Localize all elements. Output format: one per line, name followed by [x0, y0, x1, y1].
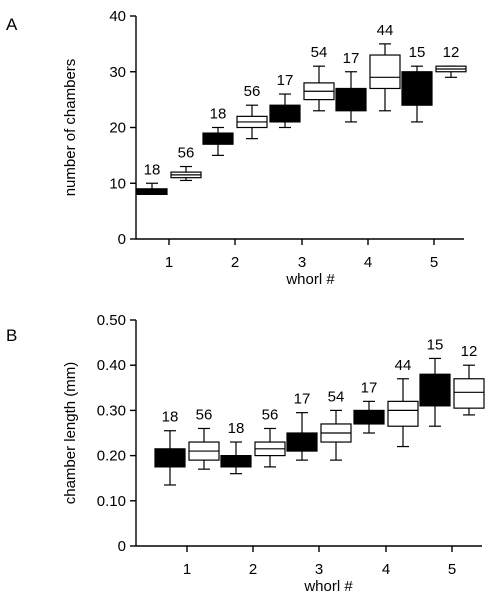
y-axis-title: number of chambers: [62, 59, 79, 197]
y-tick-label: 0.10: [97, 493, 126, 510]
count-label: 54: [311, 44, 328, 61]
box-5-dark: 15: [419, 336, 451, 427]
y-tick-label: 30: [109, 64, 126, 81]
box-body: [369, 54, 401, 90]
y-tick-label: 0.30: [97, 402, 126, 419]
y-tick-label: 0.40: [97, 357, 126, 374]
y-tick-label: 0.20: [97, 448, 126, 465]
x-tick-label: 1: [183, 561, 191, 578]
box-1-light: 56: [170, 145, 202, 182]
box-3-light: 54: [320, 388, 352, 461]
x-axis-title: whorl #: [303, 578, 353, 595]
y-tick-label: 0: [118, 538, 126, 555]
box-body: [353, 409, 385, 425]
box-1-dark: 18: [136, 161, 168, 195]
count-label: 12: [461, 343, 478, 360]
box-4-light: 44: [369, 22, 401, 112]
box-1-light: 56: [188, 406, 220, 470]
count-label: 54: [328, 388, 345, 405]
box-body: [269, 104, 301, 123]
count-label: 18: [162, 409, 179, 426]
count-label: 17: [361, 379, 378, 396]
y-axis-title: chamber length (mm): [62, 362, 79, 505]
count-label: 56: [178, 145, 195, 162]
count-label: 17: [294, 391, 311, 408]
x-tick-label: 4: [382, 561, 390, 578]
box-1-dark: 18: [154, 409, 186, 486]
x-tick-label: 4: [364, 254, 372, 271]
box-body: [419, 373, 451, 407]
y-tick-label: 0: [118, 231, 126, 248]
count-label: 44: [395, 357, 412, 374]
box-body: [286, 432, 318, 452]
box-4-light: 44: [387, 357, 419, 448]
box-4-dark: 17: [353, 379, 385, 434]
y-tick-label: 0.50: [97, 312, 126, 329]
box-2-dark: 18: [220, 420, 252, 475]
x-tick-label: 5: [448, 561, 456, 578]
count-label: 17: [343, 50, 360, 67]
x-tick-label: 2: [249, 561, 257, 578]
box-3-light: 54: [303, 44, 335, 112]
panel-label: A: [6, 15, 18, 34]
count-label: 56: [262, 406, 279, 423]
x-axis-title: whorl #: [285, 271, 335, 288]
x-tick-label: 5: [430, 254, 438, 271]
count-label: 44: [377, 22, 394, 39]
count-label: 12: [443, 44, 460, 61]
count-label: 18: [228, 420, 245, 437]
box-2-light: 56: [236, 83, 268, 140]
box-body: [453, 378, 485, 409]
count-label: 56: [196, 406, 213, 423]
box-5-dark: 15: [401, 44, 433, 123]
count-label: 56: [244, 83, 261, 100]
box-5-light: 12: [435, 44, 467, 78]
box-5-light: 12: [453, 343, 485, 416]
box-4-dark: 17: [335, 50, 367, 123]
y-tick-label: 20: [109, 120, 126, 137]
x-tick-label: 1: [165, 254, 173, 271]
box-3-dark: 17: [286, 391, 318, 461]
count-label: 15: [427, 336, 444, 353]
x-tick-label: 3: [298, 254, 306, 271]
box-2-dark: 18: [202, 106, 234, 156]
box-body: [387, 400, 419, 427]
y-tick-label: 40: [109, 8, 126, 25]
x-tick-label: 2: [231, 254, 239, 271]
count-label: 15: [409, 44, 426, 61]
x-tick-label: 3: [315, 561, 323, 578]
box-3-dark: 17: [269, 72, 301, 129]
panel-label: B: [6, 326, 17, 345]
y-tick-label: 10: [109, 175, 126, 192]
count-label: 17: [277, 72, 294, 89]
box-2-light: 56: [254, 406, 286, 468]
count-label: 18: [144, 161, 161, 178]
box-body: [220, 455, 252, 468]
count-label: 18: [210, 106, 227, 123]
box-body: [335, 87, 367, 112]
